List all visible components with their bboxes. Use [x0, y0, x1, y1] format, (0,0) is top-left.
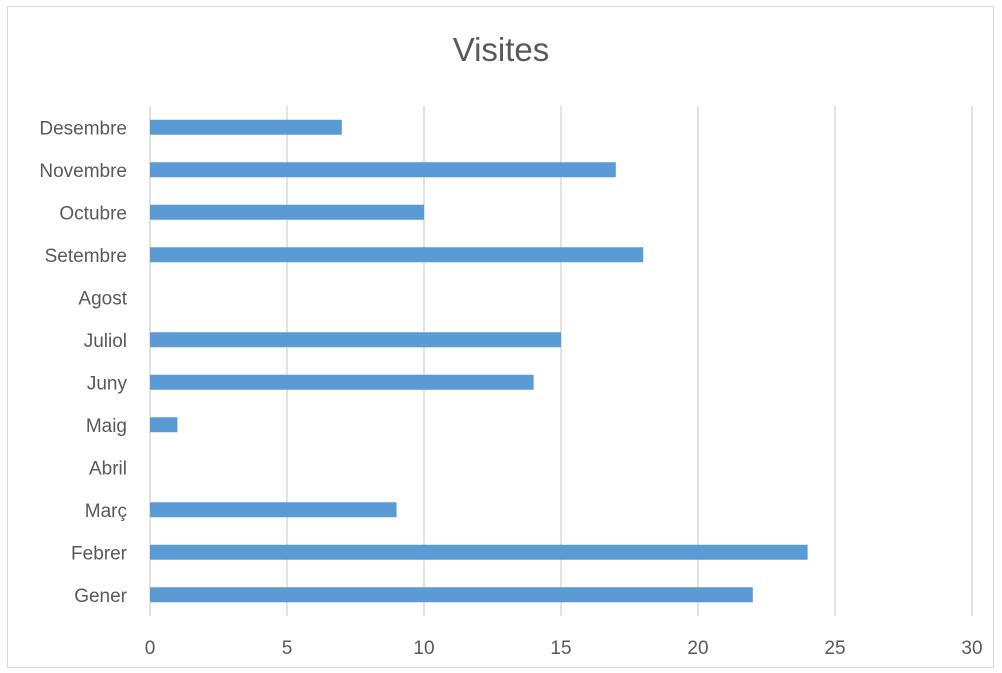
bar — [150, 502, 397, 518]
x-tick-label: 15 — [550, 638, 571, 659]
gridlines — [149, 106, 973, 616]
bars — [150, 119, 808, 603]
category-label: Gener — [74, 586, 127, 607]
bar — [150, 374, 534, 390]
x-tick-label: 25 — [824, 638, 845, 659]
bar — [150, 587, 753, 603]
bar — [150, 417, 178, 433]
category-label: Maig — [86, 416, 127, 437]
bar — [150, 247, 644, 263]
x-tick-label: 10 — [413, 638, 434, 659]
chart-title: Visites — [452, 31, 550, 68]
category-label: Desembre — [39, 118, 127, 139]
category-labels: Gener Febrer Març Abril Maig Juny Juliol Agost S… — [39, 118, 127, 607]
category-label: Octubre — [59, 203, 127, 224]
bar — [150, 162, 616, 178]
bar — [150, 332, 561, 348]
x-tick-label: 20 — [687, 638, 708, 659]
x-tick-labels: 0 5 10 15 20 25 30 — [145, 638, 983, 659]
bar — [150, 119, 342, 135]
category-label: Juny — [87, 373, 128, 394]
bar — [150, 544, 808, 560]
category-label: Febrer — [71, 543, 128, 564]
bar — [150, 204, 424, 220]
x-tick-label: 0 — [145, 638, 156, 659]
category-label: Abril — [89, 458, 127, 479]
x-tick-label: 5 — [282, 638, 293, 659]
x-tick-label: 30 — [961, 638, 982, 659]
category-label: Agost — [78, 288, 127, 309]
category-label: Juliol — [84, 331, 127, 352]
category-label: Novembre — [39, 161, 127, 182]
category-label: Setembre — [45, 246, 127, 267]
category-label: Març — [85, 501, 127, 522]
